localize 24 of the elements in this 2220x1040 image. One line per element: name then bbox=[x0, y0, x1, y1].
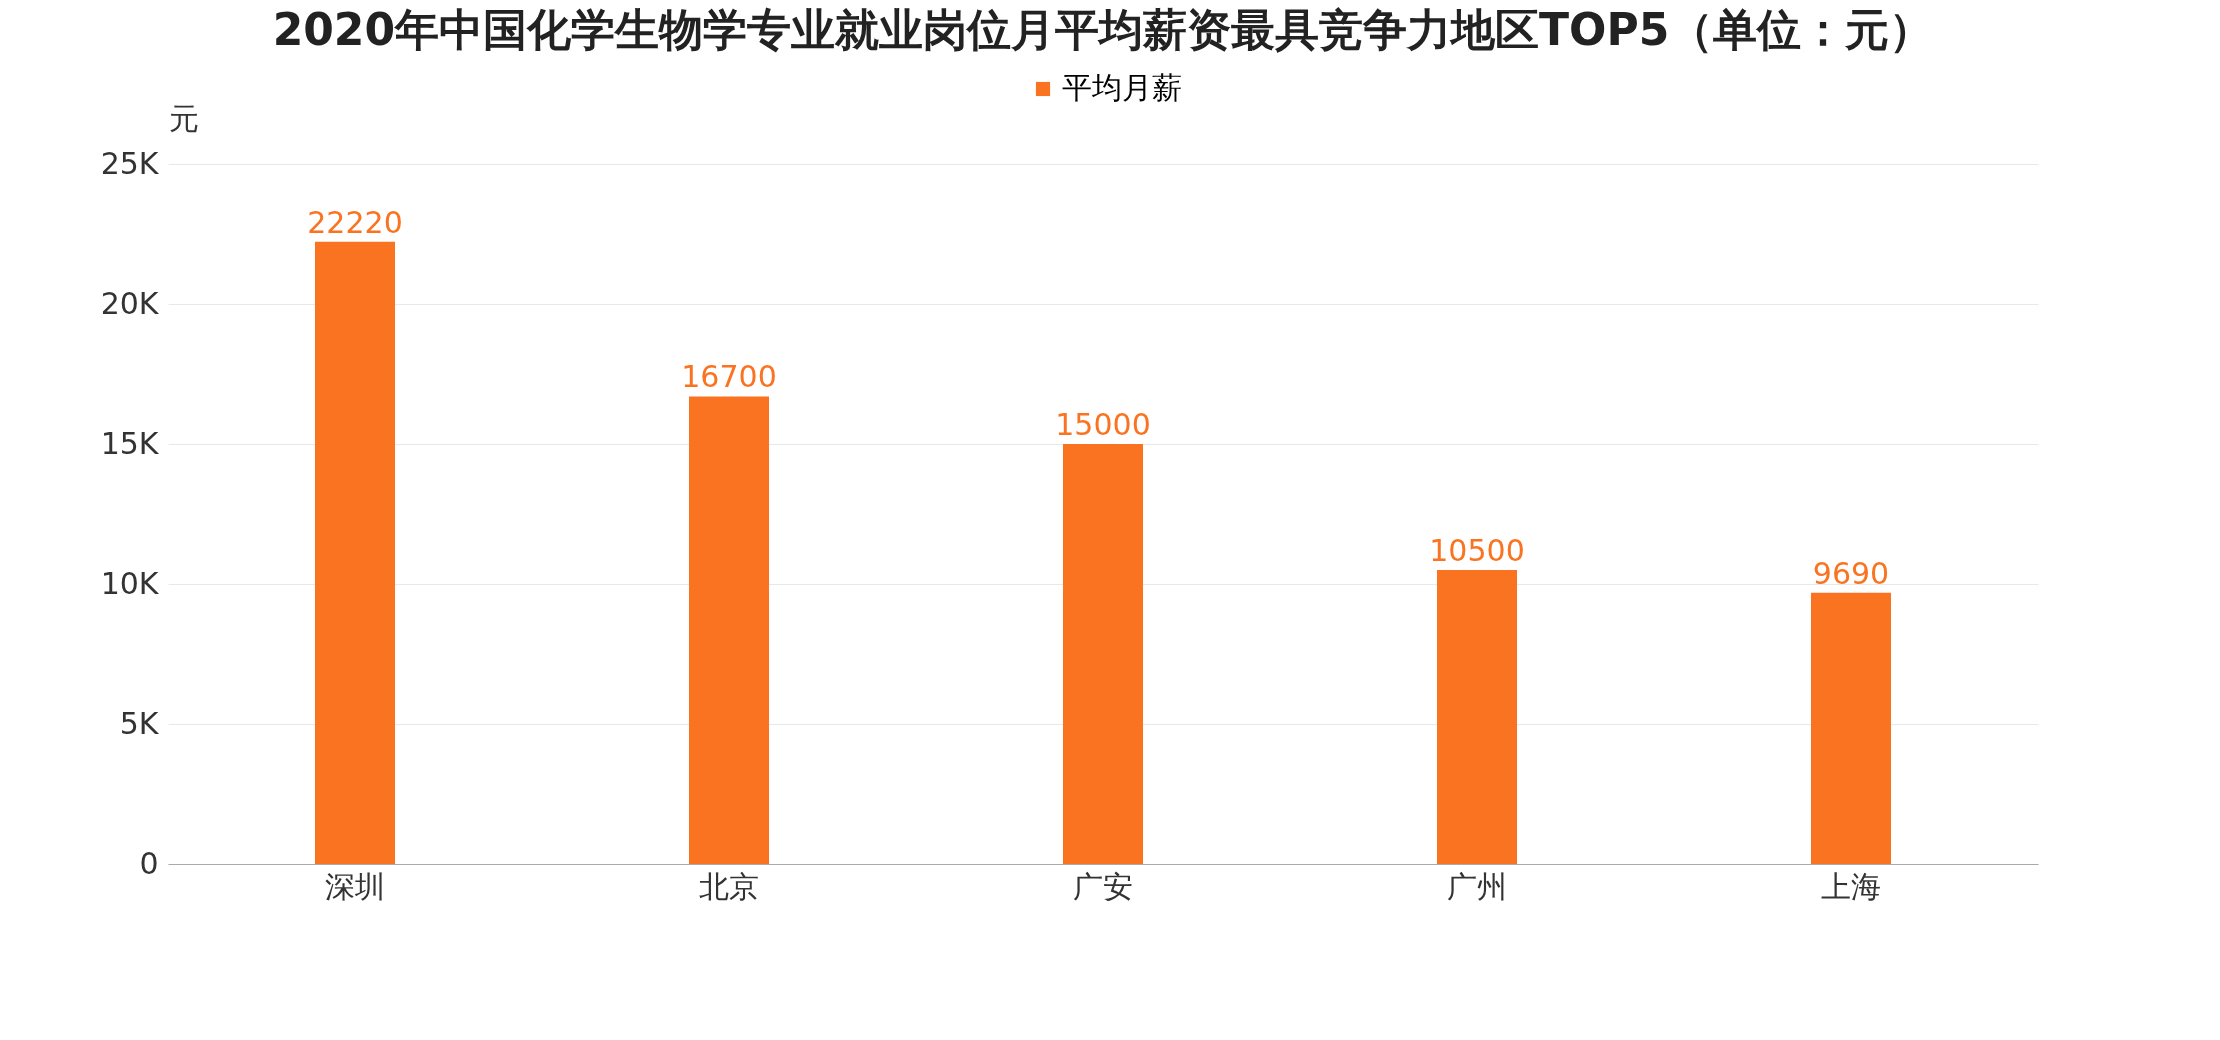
x-tick-label: 广安 bbox=[1073, 868, 1133, 904]
data-label: 9690 bbox=[1812, 555, 1890, 591]
bar bbox=[689, 396, 769, 864]
bar bbox=[315, 241, 395, 864]
y-tick-label: 10K bbox=[100, 565, 160, 601]
y-tick-label: 20K bbox=[100, 285, 160, 321]
y-tick-label: 15K bbox=[100, 425, 160, 461]
chart-title: 2020年中国化学生物学专业就业岗位月平均薪资最具竞争力地区TOP5（单位：元） bbox=[272, 4, 1934, 55]
x-tick-label: 深圳 bbox=[325, 868, 385, 904]
data-label: 16700 bbox=[681, 359, 777, 395]
y-tick-label: 0 bbox=[139, 845, 159, 881]
x-tick-label: 北京 bbox=[699, 868, 759, 904]
bar bbox=[1063, 444, 1143, 864]
data-label: 22220 bbox=[307, 204, 403, 240]
y-axis-title: 元 bbox=[168, 100, 199, 136]
y-tick-label: 25K bbox=[100, 145, 160, 181]
bar bbox=[1437, 570, 1517, 864]
y-tick-label: 5K bbox=[119, 705, 160, 741]
x-tick-label: 广州 bbox=[1447, 868, 1507, 904]
data-label: 15000 bbox=[1055, 407, 1151, 442]
legend-label: 平均月薪 bbox=[1062, 70, 1182, 105]
data-label: 10500 bbox=[1429, 533, 1525, 568]
x-tick-label: 上海 bbox=[1821, 868, 1881, 904]
bar bbox=[1811, 592, 1891, 864]
